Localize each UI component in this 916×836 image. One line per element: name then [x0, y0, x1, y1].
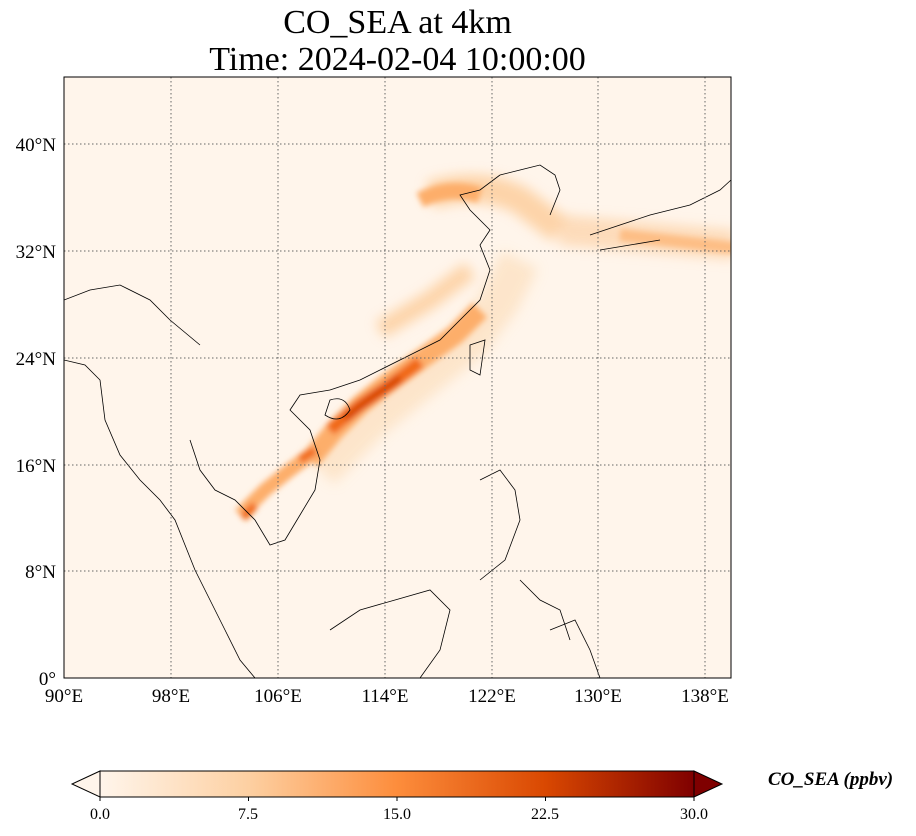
map-title: CO_SEA at 4km — [283, 4, 512, 41]
map-gridlines — [64, 77, 731, 678]
colorbar-tick-label: 15.0 — [383, 806, 411, 823]
lat-label: 8°N — [25, 562, 56, 583]
lon-label: 138°E — [681, 686, 729, 707]
lon-label: 114°E — [362, 686, 409, 707]
colorbar-tick-label: 0.0 — [90, 806, 110, 823]
lon-label: 98°E — [152, 686, 190, 707]
lat-label: 16°N — [16, 456, 57, 477]
colorbar-extend-min — [70, 770, 101, 798]
colorbar-tick-label: 7.5 — [238, 806, 258, 823]
colorbar-label: CO_SEA (ppbv) — [768, 769, 894, 790]
lon-label: 130°E — [574, 686, 622, 707]
latitude-labels: 40°N 32°N 24°N 16°N 8°N 0° — [16, 135, 57, 690]
lat-label: 0° — [39, 669, 56, 690]
lon-label: 106°E — [254, 686, 302, 707]
colorbar-tick-label: 30.0 — [680, 806, 708, 823]
coastlines — [64, 164, 731, 678]
lon-label: 122°E — [468, 686, 516, 707]
map-frame — [63, 76, 732, 679]
longitude-labels: 90°E 98°E 106°E 114°E 122°E 130°E 138°E — [45, 686, 729, 707]
lat-label: 24°N — [16, 349, 57, 370]
colorbar — [70, 770, 724, 801]
colorbar-gradient — [99, 770, 695, 798]
map-time-subtitle: Time: 2024-02-04 10:00:00 — [209, 41, 586, 78]
lon-label: 90°E — [45, 686, 83, 707]
lat-label: 40°N — [16, 135, 57, 156]
lat-label: 32°N — [16, 242, 57, 263]
colorbar-extend-max — [693, 770, 724, 798]
colorbar-tick-label: 22.5 — [531, 806, 559, 823]
